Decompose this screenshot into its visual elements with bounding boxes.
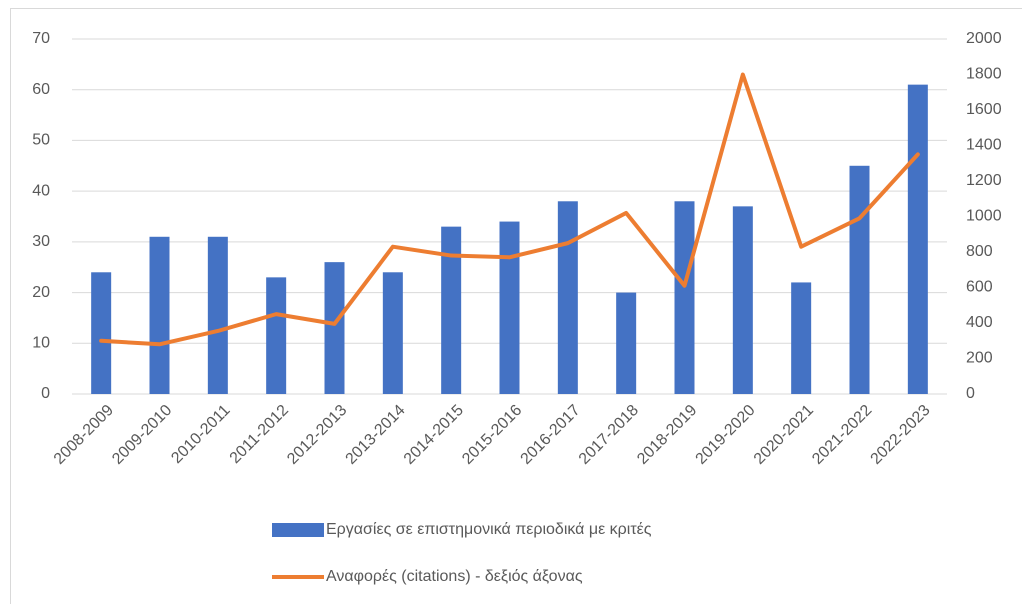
bar — [849, 165, 870, 394]
y-tick-label: 70 — [32, 30, 50, 47]
y-tick-label: 60 — [32, 81, 50, 98]
bar — [324, 262, 345, 394]
bar — [266, 277, 287, 394]
bar — [907, 84, 928, 395]
x-tick-label: 2009-2010 — [109, 402, 175, 468]
bar — [149, 236, 170, 394]
y2-tick-label: 200 — [966, 350, 993, 367]
legend-label: Αναφορές (citations) - δεξιός άξονας — [326, 568, 583, 585]
x-tick-label: 2021-2022 — [809, 402, 875, 468]
y2-tick-label: 1800 — [966, 66, 1002, 83]
bar — [616, 292, 637, 394]
x-tick-label: 2010-2011 — [168, 402, 233, 467]
x-tick-label: 2015-2016 — [459, 402, 525, 468]
x-tick-label: 2014-2015 — [401, 402, 467, 468]
y2-tick-label: 1600 — [966, 101, 1002, 118]
x-tick-label: 2013-2014 — [343, 402, 409, 468]
y-tick-label: 30 — [32, 233, 50, 250]
y-tick-label: 20 — [32, 284, 50, 301]
y2-tick-label: 1200 — [966, 172, 1002, 189]
y2-tick-label: 800 — [966, 243, 993, 260]
y-tick-label: 10 — [32, 335, 50, 352]
bar — [791, 282, 812, 394]
y2-tick-label: 600 — [966, 279, 993, 296]
x-tick-label: 2017-2018 — [576, 402, 642, 468]
y2-tick-label: 2000 — [966, 30, 1002, 47]
x-tick-label: 2019-2020 — [693, 402, 759, 468]
y-tick-label: 50 — [32, 132, 50, 149]
bar — [732, 206, 753, 394]
bar — [207, 236, 228, 394]
legend-label: Εργασίες σε επιστημονικά περιοδικά με κρ… — [326, 521, 652, 538]
x-tick-label: 2012-2013 — [284, 402, 350, 468]
bar — [557, 201, 578, 394]
y2-tick-label: 400 — [966, 314, 993, 331]
x-tick-label: 2018-2019 — [634, 402, 700, 468]
bar — [441, 226, 462, 394]
y2-tick-label: 1000 — [966, 208, 1002, 225]
bar — [382, 272, 403, 394]
x-tick-label: 2022-2023 — [868, 402, 934, 468]
bar — [91, 272, 112, 394]
legend-swatch — [272, 523, 324, 537]
bar — [674, 201, 695, 394]
x-tick-label: 2008-2009 — [51, 402, 117, 468]
y2-tick-label: 0 — [966, 385, 975, 402]
chart-border — [10, 8, 1022, 604]
x-tick-label: 2020-2021 — [751, 402, 817, 468]
y-tick-label: 40 — [32, 182, 50, 199]
y2-tick-label: 1400 — [966, 137, 1002, 154]
bar — [499, 221, 520, 394]
x-tick-label: 2011-2012 — [227, 402, 292, 467]
y-tick-label: 0 — [41, 385, 50, 402]
line — [99, 72, 920, 347]
x-tick-label: 2016-2017 — [518, 402, 584, 468]
